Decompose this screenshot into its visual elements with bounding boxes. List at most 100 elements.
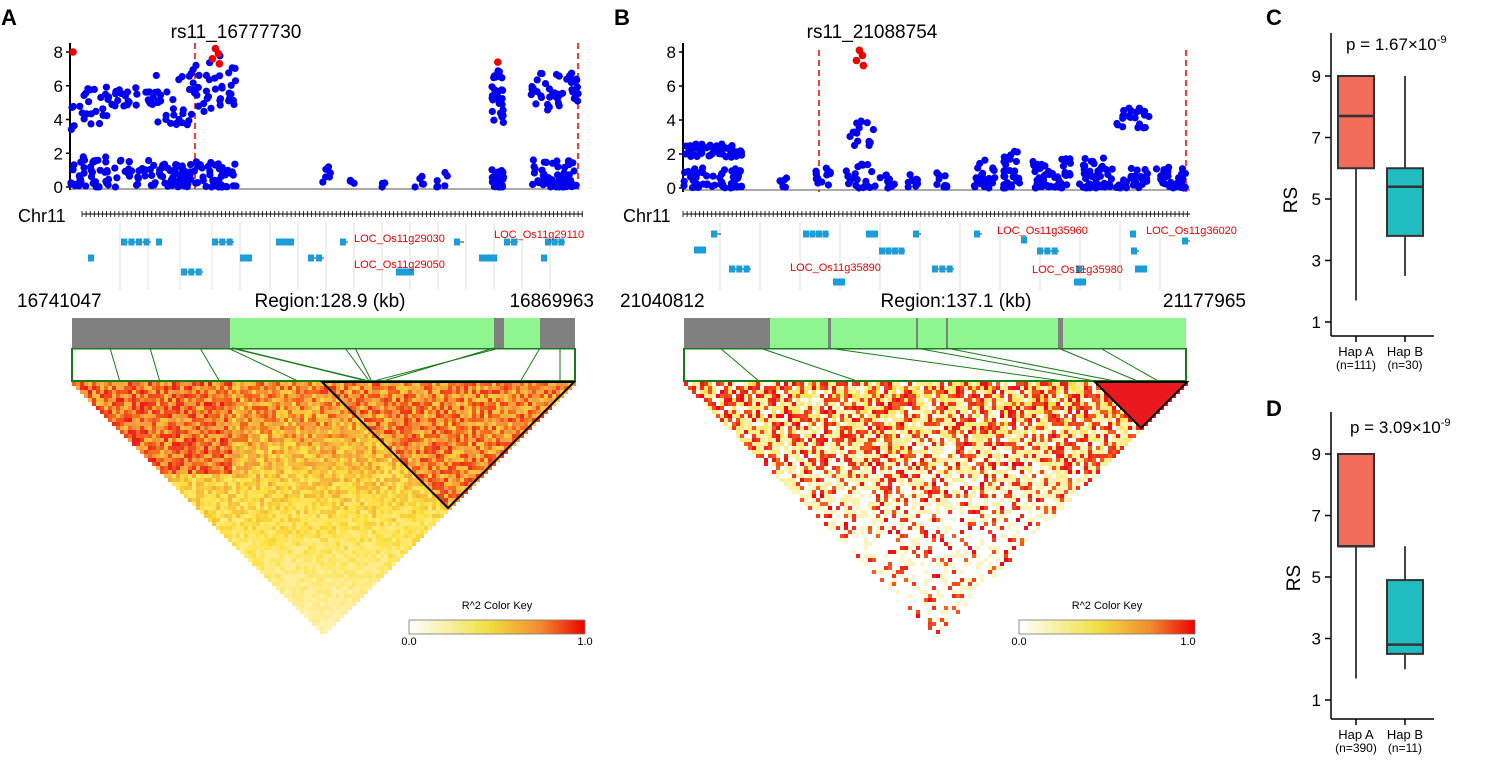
- ld-cell: [316, 474, 320, 478]
- ld-cell: [320, 566, 324, 570]
- ld-cell: [416, 506, 420, 510]
- ld-cell: [248, 430, 252, 434]
- ld-cell: [304, 514, 308, 518]
- ld-cell: [460, 462, 464, 466]
- ld-cell: [324, 390, 328, 394]
- ld-cell: [240, 430, 244, 434]
- ld-cell: [280, 422, 284, 426]
- ld-cell: [488, 410, 492, 414]
- ld-cell: [388, 530, 392, 534]
- ld-cell: [112, 390, 116, 394]
- ld-cell: [208, 438, 212, 442]
- ld-cell: [424, 386, 428, 390]
- ld-cell: [448, 398, 452, 402]
- ld-cell: [432, 506, 436, 510]
- ld-cell: [272, 430, 276, 434]
- ld-cell: [104, 410, 108, 414]
- ld-cell: [436, 398, 440, 402]
- ld-cell: [224, 410, 228, 414]
- ld-cell: [248, 502, 252, 506]
- ld-cell: [492, 422, 496, 426]
- ld-cell: [368, 410, 372, 414]
- panel-a-region-start: 16741047: [17, 291, 102, 312]
- ld-cell: [228, 530, 232, 534]
- ld-cell: [428, 418, 432, 422]
- ld-cell: [292, 438, 296, 442]
- ld-cell: [196, 402, 200, 406]
- ld-cell: [216, 406, 220, 410]
- ld-cell: [404, 506, 408, 510]
- snp-point: [720, 166, 729, 174]
- ld-cell: [168, 394, 172, 398]
- ld-cell: [472, 422, 476, 426]
- ld-cell: [344, 606, 348, 610]
- ld-cell: [152, 414, 156, 418]
- ld-cell: [188, 402, 192, 406]
- ld-cell: [368, 570, 372, 574]
- ld-cell: [184, 410, 188, 414]
- ld-cell: [160, 418, 164, 422]
- ld-cell: [476, 398, 480, 402]
- ld-cell: [356, 426, 360, 430]
- ld-cell: [276, 534, 280, 538]
- ld-cell: [464, 430, 468, 434]
- ld-cell: [220, 430, 224, 434]
- snp-point: [185, 170, 194, 178]
- ld-cell: [228, 466, 232, 470]
- snp-point: [183, 121, 191, 129]
- ld-cell: [344, 454, 348, 458]
- ld-cell: [212, 402, 216, 406]
- ld-cell: [416, 390, 420, 394]
- ld-cell: [116, 414, 120, 418]
- ld-cell: [368, 458, 372, 462]
- ld-cell: [200, 506, 204, 510]
- ld-cell: [296, 390, 300, 394]
- snp-point: [433, 183, 441, 191]
- ld-cell: [180, 490, 184, 494]
- panel-a-snp-points: [67, 44, 582, 191]
- ld-cell: [320, 462, 324, 466]
- ld-snp-density-block: [540, 318, 575, 348]
- ld-cell: [352, 490, 356, 494]
- ld-cell: [288, 574, 292, 578]
- ld-cell: [456, 466, 460, 470]
- ld-cell: [368, 506, 372, 510]
- ld-cell: [476, 386, 480, 390]
- snp-point: [728, 167, 736, 175]
- ld-cell: [384, 526, 388, 530]
- ld-cell: [456, 434, 460, 438]
- ld-cell: [148, 410, 152, 414]
- ld-cell: [260, 470, 264, 474]
- ld-cell: [268, 482, 272, 486]
- ld-cell: [116, 406, 120, 410]
- ld-cell: [208, 442, 212, 446]
- ld-cell: [500, 442, 504, 446]
- ld-cell: [308, 442, 312, 446]
- snp-point: [168, 181, 177, 189]
- ld-cell: [160, 394, 164, 398]
- ld-cell: [408, 478, 412, 482]
- ld-cell: [316, 410, 320, 414]
- ld-cell: [396, 406, 400, 410]
- ld-cell: [476, 418, 480, 422]
- ld-cell: [368, 566, 372, 570]
- ld-cell: [424, 506, 428, 510]
- ld-cell: [400, 538, 404, 542]
- ld-cell: [356, 414, 360, 418]
- ld-cell: [288, 498, 292, 502]
- ld-cell: [332, 618, 336, 622]
- ld-cell: [168, 386, 172, 390]
- ld-cell: [316, 430, 320, 434]
- ld-cell: [356, 458, 360, 462]
- ld-cell: [232, 530, 236, 534]
- ld-cell: [296, 510, 300, 514]
- ld-cell: [220, 522, 224, 526]
- panel-a-ruler: [81, 211, 583, 217]
- ld-cell: [192, 390, 196, 394]
- ld-cell: [532, 394, 536, 398]
- ld-cell: [400, 386, 404, 390]
- ld-cell: [416, 450, 420, 454]
- ld-cell: [404, 490, 408, 494]
- ld-cell: [188, 446, 192, 450]
